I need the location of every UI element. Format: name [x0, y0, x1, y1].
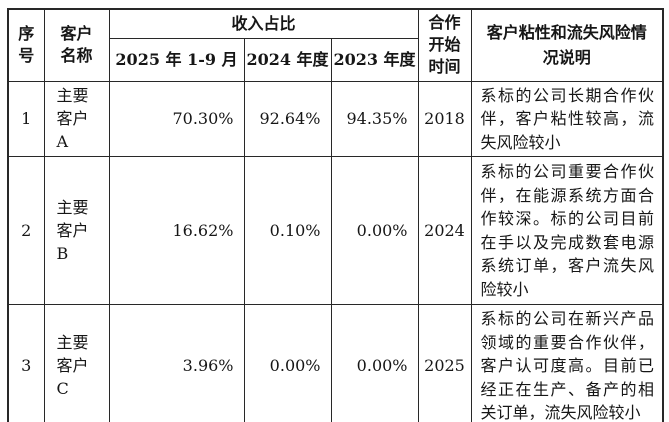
share-2023-cell: 0.00% [330, 156, 419, 305]
customer-cell: 主要客户C [43, 304, 110, 422]
risk-note-cell: 系标的公司长期合作伙伴，客户粘性较高，流失风险较小 [470, 80, 664, 157]
share-2024-cell: 0.00% [243, 304, 332, 422]
coop-start-cell: 2025 [417, 304, 472, 422]
customer-name: 主要客户B [56, 198, 89, 263]
header-period-2024: 2024 年度 [243, 37, 332, 82]
share-2025-cell: 3.96% [108, 304, 245, 422]
header-row-top: 序号 客户名称 收入占比 合作开始时间 客户粘性和流失风险情况说明 [7, 8, 664, 82]
seq-cell: 2 [7, 156, 45, 305]
risk-note-cell: 系标的公司重要合作伙伴，在能源系统方面合作较深。标的公司目前在手以及完成数套电源… [470, 156, 664, 305]
header-coop-start: 合作开始时间 [417, 8, 472, 82]
seq-cell: 3 [7, 304, 45, 422]
header-period-2023: 2023 年度 [330, 37, 419, 82]
coop-start-cell: 2024 [417, 156, 472, 305]
share-2024-cell: 92.64% [243, 80, 332, 157]
share-2023-cell: 94.35% [330, 80, 419, 157]
header-risk-note: 客户粘性和流失风险情况说明 [470, 8, 664, 82]
customer-name: 主要客户C [56, 333, 89, 399]
header-row-periods: 2025 年 1-9 月 2024 年度 2023 年度 [8, 37, 663, 82]
coop-start-cell: 2018 [417, 80, 472, 157]
share-2023-cell: 0.00% [330, 304, 419, 422]
header-seq: 序号 [7, 8, 45, 82]
customer-name: 主要客户A [56, 86, 89, 152]
table-body: 1 主要客户A 70.30% 92.64% 94.35% 2018 系标的公司长… [7, 80, 664, 422]
header-risk-note-label: 客户粘性和流失风险情况说明 [486, 23, 647, 68]
seq-cell: 1 [7, 80, 45, 157]
header-coop-start-label: 合作开始时间 [428, 13, 461, 77]
risk-note-cell: 系标的公司在新兴产品领域的重要合作伙伴，客户认可度高。目前已经正在生产、备产的相… [470, 304, 664, 422]
customer-cell: 主要客户B [43, 156, 110, 305]
header-revenue-share: 收入占比 [108, 8, 419, 39]
table-row: 2 主要客户B 16.62% 0.10% 0.00% 2024 系标的公司重要合… [7, 156, 664, 305]
table-row: 3 主要客户C 3.96% 0.00% 0.00% 2025 系标的公司在新兴产… [7, 304, 664, 422]
share-2024-cell: 0.10% [243, 156, 332, 305]
table-row: 1 主要客户A 70.30% 92.64% 94.35% 2018 系标的公司长… [7, 80, 664, 157]
share-2025-cell: 16.62% [108, 156, 245, 305]
header-seq-label: 序号 [18, 24, 35, 66]
share-2025-cell: 70.30% [108, 80, 245, 157]
header-customer-label: 客户名称 [60, 24, 93, 66]
customer-cell: 主要客户A [43, 80, 110, 157]
header-period-2025: 2025 年 1-9 月 [108, 37, 245, 82]
header-customer: 客户名称 [43, 8, 110, 82]
customer-revenue-table: 序号 客户名称 收入占比 合作开始时间 客户粘性和流失风险情况说明 2025 年… [7, 8, 664, 422]
table-header: 序号 客户名称 收入占比 合作开始时间 客户粘性和流失风险情况说明 2025 年… [7, 8, 664, 82]
